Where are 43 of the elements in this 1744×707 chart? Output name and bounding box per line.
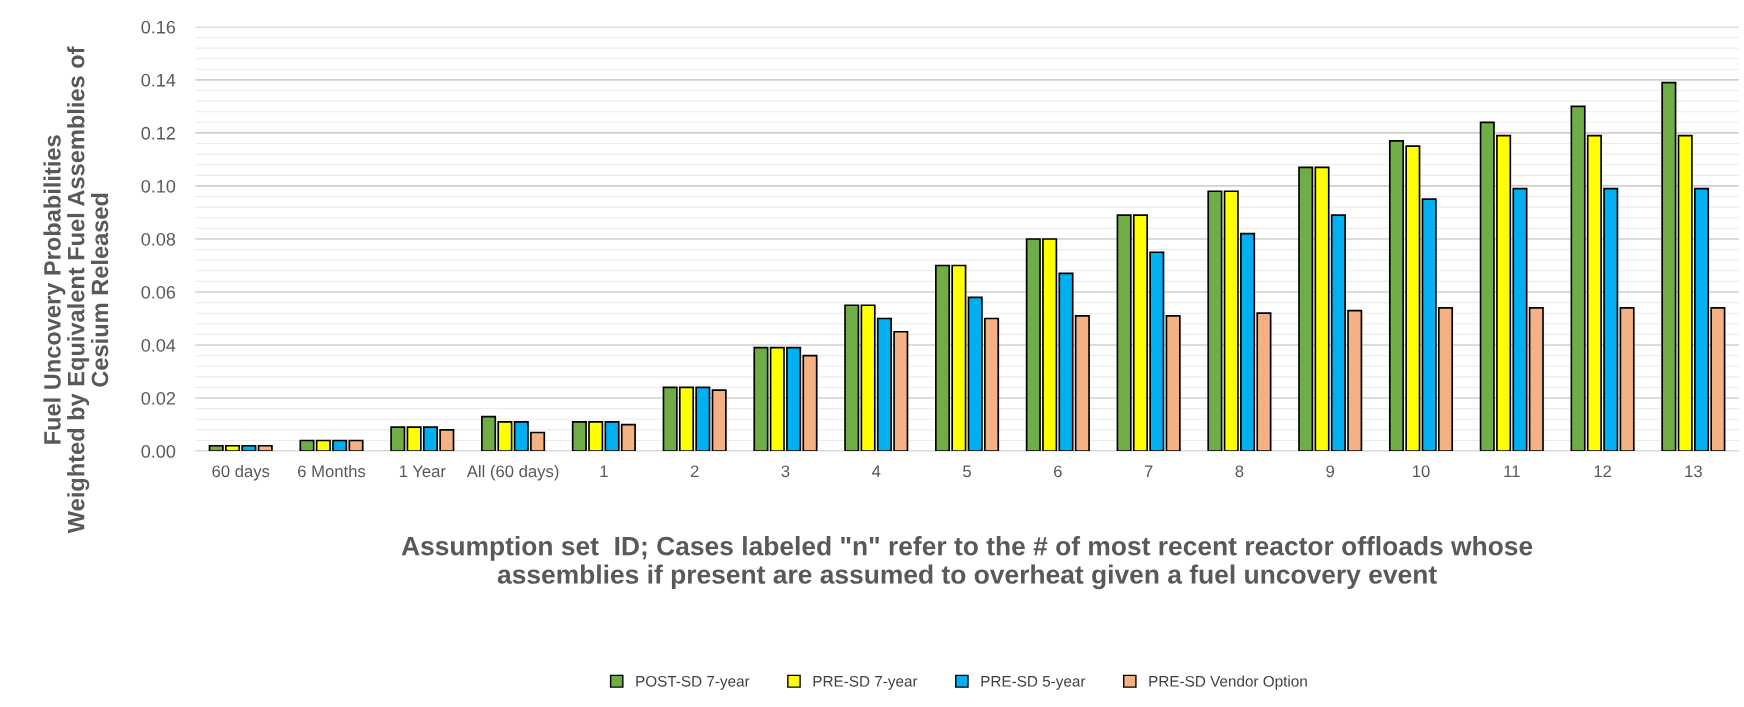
x-tick-label: 4 bbox=[872, 465, 881, 478]
y-tick-label: 0.04 bbox=[141, 338, 176, 352]
bar bbox=[844, 304, 860, 452]
y-tick-label: 0.10 bbox=[141, 179, 176, 193]
y-tick-label: 0.16 bbox=[141, 20, 176, 34]
x-tick-label: 8 bbox=[1235, 465, 1244, 478]
y-tick-label: 0.00 bbox=[141, 445, 176, 458]
legend-label: PRE-SD Vendor Option bbox=[1149, 675, 1307, 690]
x-tick-label: 6 bbox=[1054, 465, 1062, 478]
legend-label: POST-SD 7-year bbox=[636, 675, 750, 690]
bar bbox=[257, 444, 273, 452]
x-tick-label: 5 bbox=[963, 465, 971, 478]
y-tick-label: 0.08 bbox=[141, 232, 176, 246]
x-tick-label: 11 bbox=[1504, 465, 1520, 478]
bar bbox=[753, 346, 769, 452]
x-axis-title: Assumption set ID; Cases labeled "n" refer to the # of most recent reactor offloads whose assemblies if present are assumed to overheat given a fuel uncovery event bbox=[401, 536, 1533, 590]
x-tick-label: 1 Year bbox=[399, 465, 446, 478]
x-tick-label: 9 bbox=[1326, 465, 1335, 478]
x-tick-label: 60 days bbox=[212, 464, 270, 481]
bar bbox=[1165, 315, 1181, 452]
bar bbox=[1528, 307, 1544, 452]
y-tick-label: 0.02 bbox=[141, 391, 175, 405]
y-tick-label: 0.12 bbox=[141, 126, 175, 140]
x-tick-label: 13 bbox=[1685, 465, 1702, 478]
bar bbox=[1661, 81, 1677, 452]
x-tick-label: 12 bbox=[1594, 465, 1612, 478]
bar bbox=[1207, 190, 1223, 452]
y-tick-label: 0.06 bbox=[141, 285, 176, 299]
bar bbox=[1619, 307, 1635, 452]
x-tick-label: 7 bbox=[1144, 465, 1153, 478]
y-axis-title: Fuel Uncovery Probabilities Weighted by Equivalent Fuel Assemblies of Cesium Released bbox=[43, 46, 109, 534]
bar bbox=[390, 426, 406, 452]
y-tick-label: 0.14 bbox=[141, 73, 176, 87]
x-tick-label: 6 Months bbox=[298, 464, 366, 478]
x-tick-label: 2 bbox=[690, 465, 699, 478]
x-tick-label: 1 bbox=[600, 465, 608, 478]
bar bbox=[1298, 166, 1314, 452]
bar bbox=[711, 389, 727, 452]
x-tick-label: 3 bbox=[781, 465, 790, 478]
legend-label: PRE-SD 7-year bbox=[813, 675, 918, 690]
x-tick-label: 10 bbox=[1413, 465, 1430, 478]
x-tick-label: All (60 days) bbox=[466, 464, 559, 481]
legend-label: PRE-SD 5-year bbox=[981, 675, 1086, 690]
